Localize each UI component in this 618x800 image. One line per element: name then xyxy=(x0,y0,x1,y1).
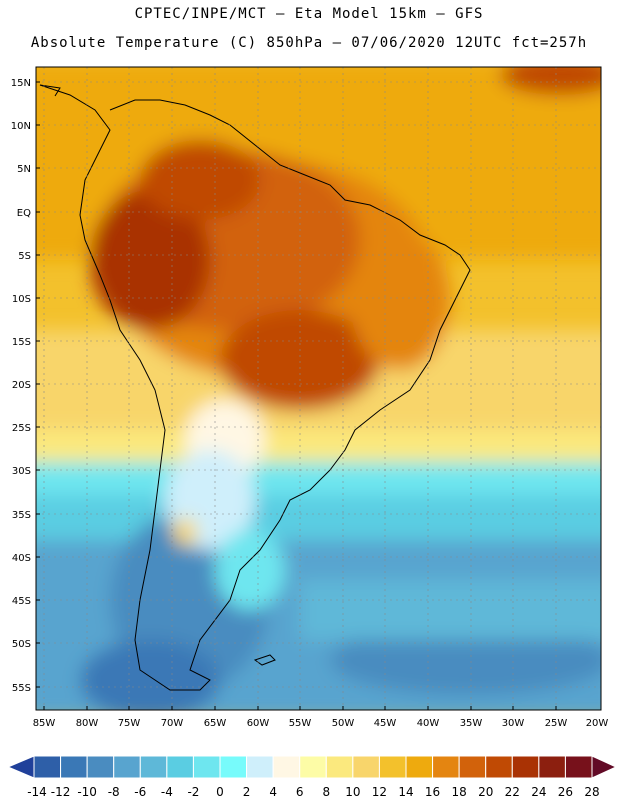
colorbar-label: 10 xyxy=(345,785,360,799)
colorbar-label: 6 xyxy=(296,785,304,799)
lat-label: 10S xyxy=(12,294,31,305)
colorbar-label: 18 xyxy=(452,785,467,799)
colorbar-label: -8 xyxy=(108,785,120,799)
colorbar-swatch xyxy=(325,755,354,779)
colorbar-arrow-right xyxy=(591,755,618,779)
colorbar-swatch xyxy=(458,755,487,779)
colorbar-swatch xyxy=(485,755,513,779)
colorbar-label: 14 xyxy=(398,785,413,799)
colorbar-label: 20 xyxy=(478,785,493,799)
temperature-field xyxy=(36,67,601,710)
colorbar-label: 4 xyxy=(269,785,277,799)
lon-label: 75W xyxy=(118,718,141,729)
colorbar-label: 2 xyxy=(243,785,251,799)
tick-marks xyxy=(36,81,557,710)
lat-label: 5N xyxy=(17,164,31,175)
lon-label: 25W xyxy=(545,718,568,729)
colorbar-swatch xyxy=(219,755,248,779)
lat-label: 20S xyxy=(12,380,31,391)
colorbar-label: 12 xyxy=(372,785,387,799)
colorbar-swatch xyxy=(378,755,407,779)
colorbar-label: -10 xyxy=(77,785,97,799)
colorbar-swatch xyxy=(538,755,566,779)
colorbar-swatch xyxy=(139,755,168,779)
lon-label: 55W xyxy=(289,718,312,729)
colorbar: -14 -12 -10 -8 -6 -4 -2 0 2 4 6 8 10 12 14 16 18 20 22 24 26… xyxy=(6,755,618,799)
colorbar-swatch xyxy=(405,755,434,779)
gridlines xyxy=(36,67,601,710)
lat-label: 55S xyxy=(12,683,31,694)
title-line-1: CPTEC/INPE/MCT – Eta Model 15km – GFS xyxy=(134,6,484,22)
lat-label: 25S xyxy=(12,423,31,434)
map-frame xyxy=(35,66,602,711)
colorbar-label: -12 xyxy=(51,785,71,799)
longitude-labels: 85W 80W 75W 70W 65W 60W 55W 50W 45W 40W … xyxy=(33,718,609,729)
colorbar-label: 22 xyxy=(505,785,520,799)
colorbar-label: 16 xyxy=(425,785,440,799)
lon-label: 45W xyxy=(374,718,397,729)
colorbar-swatch xyxy=(352,755,380,779)
lon-label: 30W xyxy=(502,718,525,729)
colorbar-label: -2 xyxy=(187,785,199,799)
lat-label: 30S xyxy=(12,466,31,477)
lat-label: 50S xyxy=(12,639,31,650)
lat-label: 35S xyxy=(12,510,31,521)
lat-label: 45S xyxy=(12,596,31,607)
title-line-2: Absolute Temperature (C) 850hPa – 07/06/… xyxy=(30,35,588,51)
colorbar-swatch xyxy=(33,755,62,779)
colorbar-label: -4 xyxy=(161,785,173,799)
colorbar-swatch xyxy=(113,755,141,779)
lon-label: 50W xyxy=(332,718,355,729)
colorbar-swatch xyxy=(246,755,274,779)
colorbar-swatch xyxy=(86,755,115,779)
colorbar-swatch xyxy=(166,755,194,779)
colorbar-arrow-left xyxy=(6,755,35,779)
colorbar-label: 0 xyxy=(216,785,224,799)
colorbar-label: 24 xyxy=(531,785,546,799)
lat-label: 10N xyxy=(11,121,31,132)
coastline xyxy=(39,84,471,691)
colorbar-label: -6 xyxy=(134,785,146,799)
lon-label: 35W xyxy=(460,718,483,729)
lon-label: 40W xyxy=(417,718,440,729)
colorbar-label: -14 xyxy=(27,785,47,799)
lat-label: 40S xyxy=(12,553,31,564)
lon-label: 65W xyxy=(204,718,227,729)
colorbar-swatch xyxy=(511,755,540,779)
lon-label: 60W xyxy=(247,718,270,729)
colorbar-swatch xyxy=(60,755,88,779)
colorbar-swatch xyxy=(564,755,593,779)
colorbar-label: 28 xyxy=(584,785,599,799)
latitude-labels: 15N 10N 5N EQ 5S 10S 15S 20S 25S 30S 35S… xyxy=(11,78,31,694)
colorbar-label: 26 xyxy=(558,785,573,799)
lon-label: 20W xyxy=(586,718,609,729)
colorbar-swatch xyxy=(192,755,221,779)
colorbar-swatch xyxy=(432,755,460,779)
lon-label: 70W xyxy=(161,718,184,729)
colorbar-swatch xyxy=(299,755,327,779)
lat-label: 5S xyxy=(18,251,31,262)
lat-label: EQ xyxy=(17,208,31,219)
lon-label: 85W xyxy=(33,718,56,729)
lat-label: 15S xyxy=(12,337,31,348)
lon-label: 80W xyxy=(76,718,99,729)
colorbar-label: 8 xyxy=(322,785,330,799)
colorbar-swatch xyxy=(272,755,301,779)
lat-label: 15N xyxy=(11,78,31,89)
